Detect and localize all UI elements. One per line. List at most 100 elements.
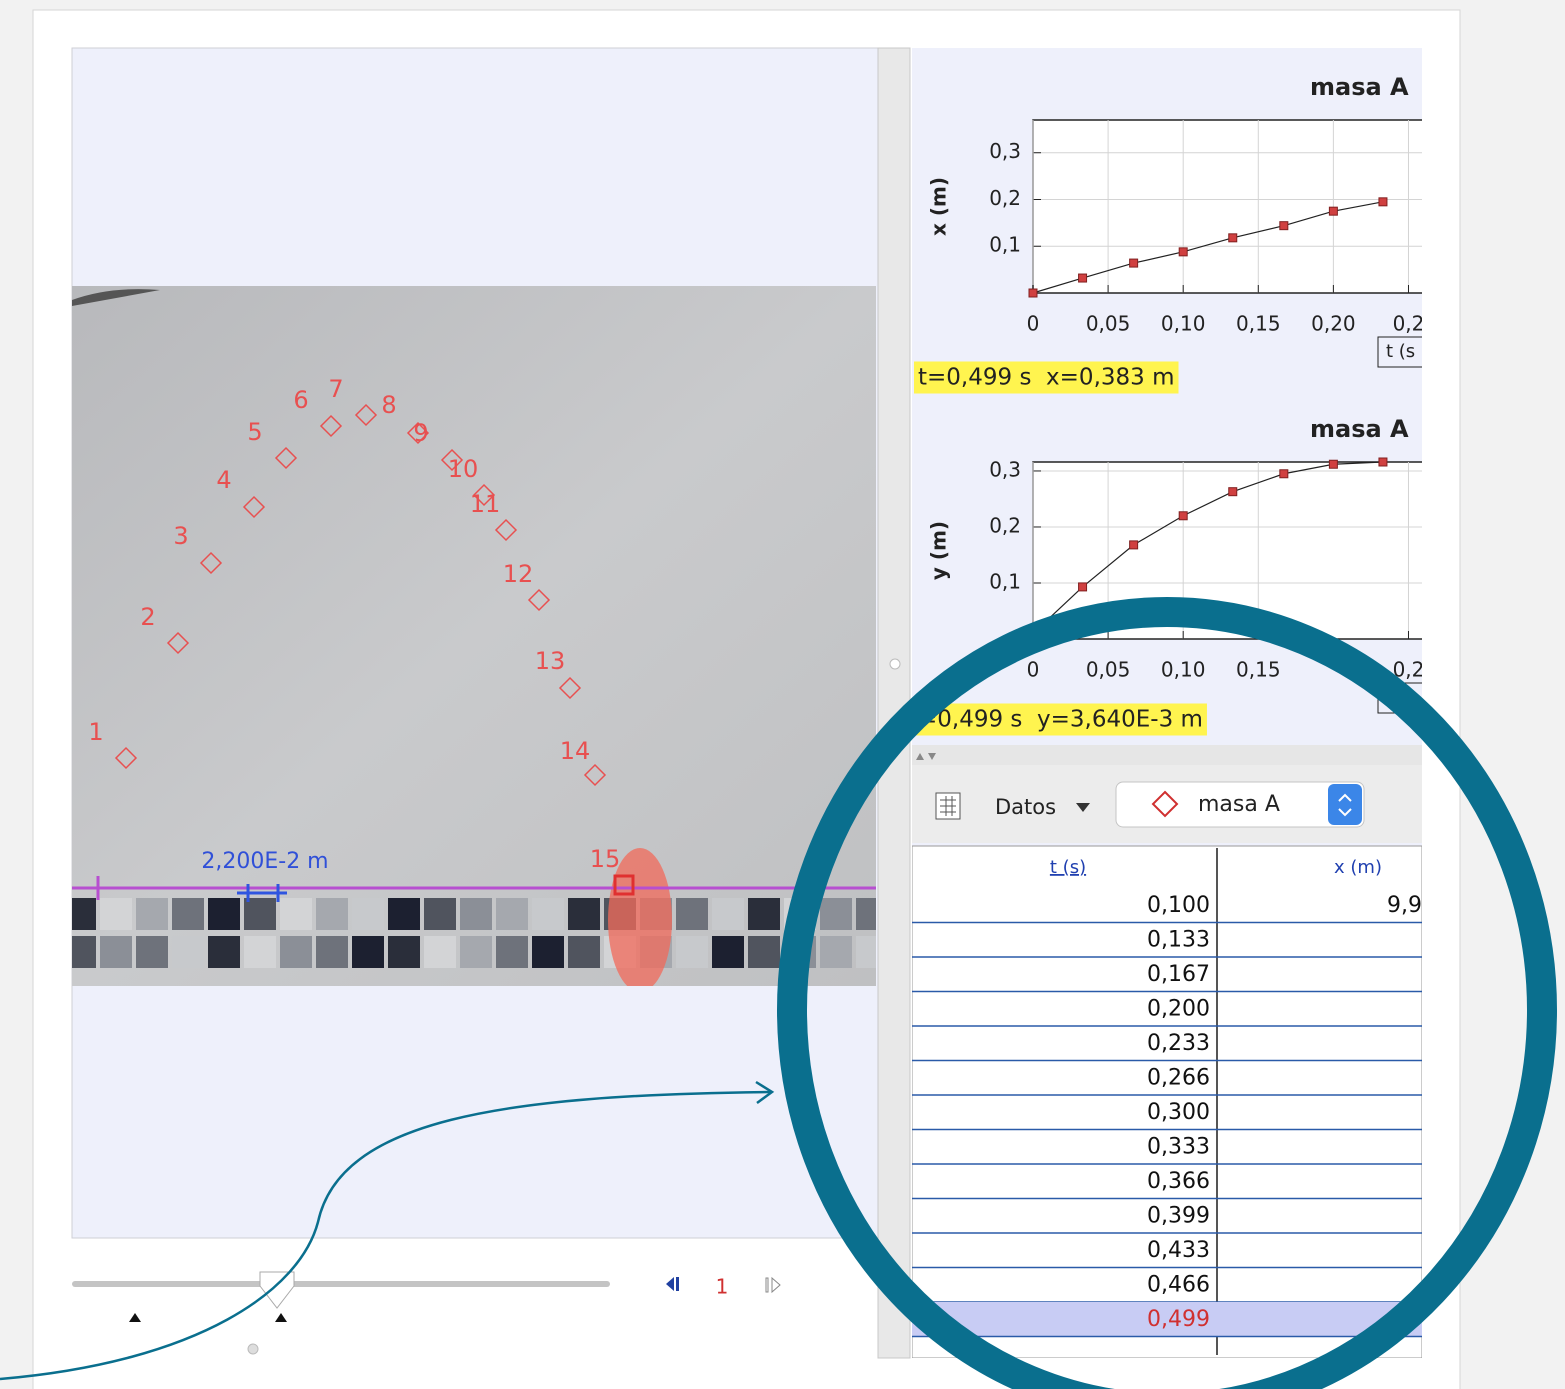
- splitter[interactable]: [878, 48, 910, 1358]
- tile: [820, 936, 852, 968]
- divider[interactable]: [912, 745, 1422, 765]
- tile: [244, 898, 276, 930]
- y-axis-label: x (m): [927, 177, 951, 236]
- table-cell[interactable]: 0,433: [1147, 1238, 1210, 1263]
- tile: [712, 936, 744, 968]
- tile: [424, 898, 456, 930]
- splitter-handle[interactable]: [890, 659, 900, 669]
- table-cell[interactable]: 0,167: [1147, 962, 1210, 987]
- x-tick-label: 0,15: [1236, 658, 1281, 682]
- x-tick-label: 0: [1027, 312, 1040, 336]
- point-label: 7: [328, 375, 343, 403]
- tile: [676, 936, 708, 968]
- point-label: 12: [503, 560, 534, 588]
- data-point: [1029, 289, 1037, 297]
- table-cell[interactable]: 0,300: [1147, 1100, 1210, 1125]
- table-cell[interactable]: 0,333: [1147, 1135, 1210, 1160]
- tile: [496, 898, 528, 930]
- data-point: [1179, 248, 1187, 256]
- selector-spinner[interactable]: [1328, 784, 1362, 825]
- data-point: [1130, 259, 1138, 267]
- resize-handle[interactable]: [248, 1344, 258, 1354]
- tile: [316, 898, 348, 930]
- column-header[interactable]: x (m): [1334, 857, 1382, 878]
- y-axis-label: y (m): [927, 521, 951, 580]
- right-panel: Datos masa A t (s) x (m) 0,1009,90,1330,…: [912, 48, 1438, 1358]
- tile: [388, 936, 420, 968]
- point-label: 8: [381, 391, 396, 419]
- point-label: 6: [293, 386, 308, 414]
- tile: [352, 898, 384, 930]
- tile: [388, 898, 420, 930]
- data-point: [1280, 470, 1288, 478]
- data-point: [1130, 541, 1138, 549]
- table-cell[interactable]: 0,366: [1147, 1169, 1210, 1194]
- table-cell[interactable]: 9,9: [1387, 893, 1422, 918]
- tile: [532, 898, 564, 930]
- tile: [748, 898, 780, 930]
- calibration-label: 2,200E-2 m: [201, 849, 328, 874]
- y-tick-label: 0,2: [989, 186, 1021, 210]
- tile: [460, 936, 492, 968]
- track-name[interactable]: masa A: [1198, 792, 1280, 817]
- data-point: [1329, 460, 1337, 468]
- x-tick-label: 0,15: [1236, 312, 1281, 336]
- data-point: [1379, 458, 1387, 466]
- x-axis-label: t (s: [1386, 341, 1415, 362]
- table-cell[interactable]: 0,499: [1147, 1307, 1210, 1332]
- data-menu[interactable]: Datos: [995, 795, 1056, 819]
- tile: [568, 898, 600, 930]
- x-tick-label: 0,2: [1393, 312, 1425, 336]
- slider-track[interactable]: [72, 1281, 610, 1287]
- data-point: [1280, 222, 1288, 230]
- point-label: 9: [413, 419, 428, 447]
- graph-title: masa A: [1310, 415, 1409, 443]
- point-label: 4: [216, 466, 231, 494]
- tile: [280, 936, 312, 968]
- tile: [316, 936, 348, 968]
- point-label: 13: [535, 647, 566, 675]
- data-point: [1229, 488, 1237, 496]
- x-tick-label: 0,10: [1161, 312, 1206, 336]
- point-label: 3: [173, 522, 188, 550]
- frame-number[interactable]: 1: [716, 1275, 729, 1299]
- table-cell[interactable]: 0,100: [1147, 893, 1210, 918]
- table-cell[interactable]: 0,133: [1147, 928, 1210, 953]
- tile: [676, 898, 708, 930]
- point-label: 11: [470, 490, 501, 518]
- x-tick-label: 0,20: [1311, 312, 1356, 336]
- point-label: 2: [140, 603, 155, 631]
- point-label: 1: [88, 718, 103, 746]
- data-point: [1379, 198, 1387, 206]
- x-tick-label: 0,10: [1161, 658, 1206, 682]
- point-label: 5: [247, 418, 262, 446]
- x-tick-label: 0: [1027, 658, 1040, 682]
- point-label: 15: [590, 845, 621, 873]
- y-tick-label: 0,2: [989, 513, 1021, 537]
- table-cell[interactable]: 0,399: [1147, 1204, 1210, 1229]
- table-cell[interactable]: 0,200: [1147, 997, 1210, 1022]
- x-tick-label: 0,05: [1086, 312, 1131, 336]
- plot-area: [1033, 120, 1432, 293]
- y-tick-label: 0,1: [989, 569, 1021, 593]
- tile: [208, 936, 240, 968]
- x-tick-label: 0,05: [1086, 658, 1131, 682]
- tile: [172, 898, 204, 930]
- readout: t=0,499 s x=0,383 m: [918, 365, 1175, 391]
- column-header[interactable]: t (s): [1050, 857, 1086, 878]
- tile: [712, 898, 744, 930]
- table-cell[interactable]: 0,266: [1147, 1066, 1210, 1091]
- tile: [172, 936, 204, 968]
- tile: [136, 898, 168, 930]
- tile: [280, 898, 312, 930]
- tile: [100, 936, 132, 968]
- tile: [244, 936, 276, 968]
- table-cell[interactable]: 0,466: [1147, 1273, 1210, 1298]
- tile: [820, 898, 852, 930]
- table-cell[interactable]: 0,233: [1147, 1031, 1210, 1056]
- data-point: [1229, 234, 1237, 242]
- screen: 2,200E-2 m 123456789101112131415 1 Datos…: [0, 0, 1565, 1389]
- page: { "video": { "point_labels": ["1","2","3…: [0, 0, 1565, 1389]
- data-point: [1179, 512, 1187, 520]
